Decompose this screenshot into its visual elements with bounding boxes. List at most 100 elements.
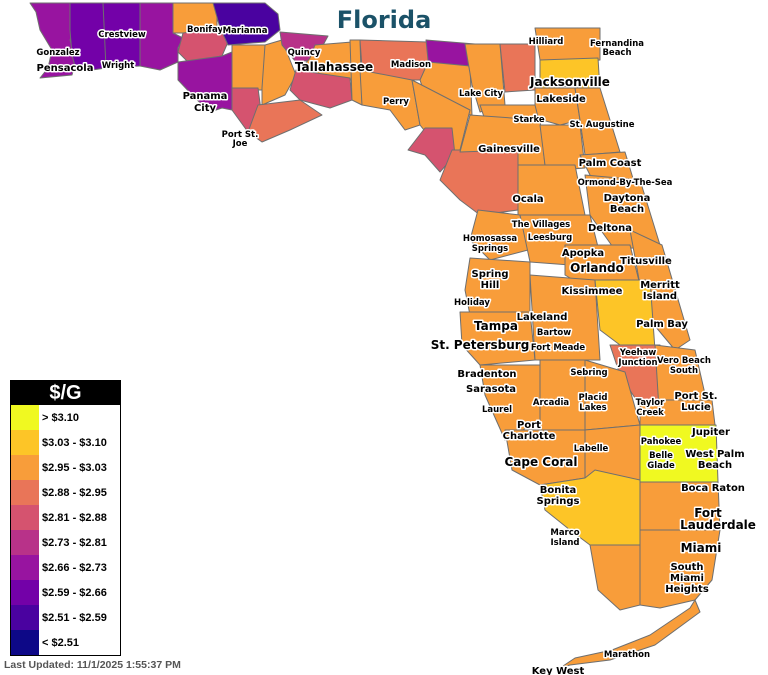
legend-swatch — [11, 405, 39, 430]
city-label: South — [670, 366, 698, 376]
legend-label: $2.66 - $2.73 — [42, 561, 107, 574]
city-label: Laurel — [482, 405, 512, 415]
city-label: Daytona — [604, 193, 651, 204]
city-label: Fernandina — [590, 39, 644, 49]
county-keys[interactable] — [559, 599, 701, 669]
county-layer — [29, 2, 721, 669]
city-label: Jacksonville — [529, 75, 610, 89]
city-label: Island — [643, 291, 677, 302]
city-label: St. Augustine — [570, 120, 635, 130]
city-label: Placid — [579, 393, 608, 403]
county-levy-west[interactable] — [407, 127, 456, 173]
county-polk[interactable] — [529, 274, 601, 361]
legend-label: $2.95 - $3.03 — [42, 461, 107, 474]
city-label: Merritt — [640, 280, 680, 291]
city-label: Beach — [610, 204, 644, 215]
county-franklin[interactable] — [247, 99, 323, 143]
city-label: Boca Raton — [681, 483, 745, 494]
city-label: Tallahassee — [295, 60, 373, 74]
city-label: Palm Coast — [579, 158, 642, 169]
city-label: Crestview — [98, 30, 146, 40]
city-label: Tampa — [474, 319, 518, 333]
city-label: Deltona — [588, 223, 632, 234]
legend-swatch — [11, 530, 39, 555]
city-label: Bradenton — [457, 369, 516, 380]
city-label: Labelle — [574, 444, 609, 454]
county-bay[interactable] — [177, 51, 233, 113]
county-pinellas-hillsborough[interactable] — [459, 311, 536, 366]
legend-label: $2.59 - $2.66 — [42, 586, 107, 599]
city-label: Ocala — [512, 194, 543, 205]
city-label: The Villages — [512, 220, 570, 230]
city-label: Kissimmee — [562, 286, 623, 297]
city-label: West Palm — [685, 449, 744, 460]
legend-item: $2.81 - $2.88 — [11, 505, 120, 530]
city-label: Leesburg — [528, 233, 572, 243]
city-label: Panama — [183, 91, 228, 102]
legend-swatch — [11, 455, 39, 480]
legend-label: $3.03 - $3.10 — [42, 436, 107, 449]
city-label: Orlando — [570, 261, 624, 275]
city-label: Port St. — [674, 391, 717, 402]
city-label: Marco — [550, 528, 579, 538]
city-label: St. Petersburg — [431, 338, 530, 352]
city-label: Port St. — [222, 130, 259, 140]
county-levy[interactable] — [439, 149, 519, 216]
legend-item: $2.88 - $2.95 — [11, 480, 120, 505]
legend-label: $2.88 - $2.95 — [42, 486, 107, 499]
city-label: Vero Beach — [657, 356, 711, 366]
legend-item: > $3.10 — [11, 405, 120, 430]
last-updated-timestamp: Last Updated: 11/1/2025 1:55:37 PM — [4, 659, 181, 671]
price-legend: $/G > $3.10 $3.03 - $3.10 $2.95 - $3.03 $2.… — [10, 380, 121, 656]
city-label: Gainesville — [478, 144, 540, 155]
city-label: Titusville — [620, 256, 672, 267]
city-label: Marathon — [604, 650, 650, 660]
city-label: Apopka — [562, 248, 604, 259]
county-wakulla[interactable] — [289, 69, 353, 109]
city-label: Lake City — [459, 89, 504, 99]
map-title: Florida — [337, 6, 432, 34]
city-label: Sebring — [570, 368, 607, 378]
city-label: Springs — [472, 244, 509, 254]
legend-label: $2.81 - $2.88 — [42, 511, 107, 524]
county-monroe-mainland[interactable] — [589, 544, 641, 611]
city-label: Quincy — [288, 48, 321, 58]
legend-swatch — [11, 430, 39, 455]
city-label: South — [670, 562, 703, 573]
city-label: Spring — [472, 269, 509, 280]
county-calhoun[interactable] — [231, 44, 266, 91]
city-label: Glade — [647, 461, 675, 471]
city-label: Fort Meade — [531, 343, 586, 353]
city-label: Madison — [391, 60, 431, 70]
legend-item: $2.66 - $2.73 — [11, 555, 120, 580]
city-label: Hilliard — [529, 37, 564, 47]
city-label: Charlotte — [503, 431, 556, 442]
legend-item: $2.59 - $2.66 — [11, 580, 120, 605]
city-label: Cape Coral — [505, 455, 578, 469]
county-marion[interactable] — [517, 164, 586, 221]
legend-swatch — [11, 580, 39, 605]
city-label: Taylor — [636, 398, 665, 408]
city-label: Pahokee — [641, 437, 682, 447]
city-label: Lucie — [681, 402, 711, 413]
legend-swatch — [11, 630, 39, 655]
city-label: Island — [550, 538, 579, 548]
city-label: Wright — [102, 61, 135, 71]
city-label: Lakeside — [536, 94, 586, 105]
legend-item: $2.95 - $3.03 — [11, 455, 120, 480]
legend-item: < $2.51 — [11, 630, 120, 655]
city-label: Bonita — [540, 485, 577, 496]
county-jackson[interactable] — [212, 2, 281, 46]
county-citrus[interactable] — [469, 209, 529, 261]
city-label: Port — [517, 420, 541, 431]
city-label: Marianna — [223, 26, 268, 36]
city-label: Bartow — [537, 328, 571, 338]
city-label: Miami — [670, 573, 704, 584]
legend-item: $3.03 - $3.10 — [11, 430, 120, 455]
city-label: Ormond-By-The-Sea — [578, 178, 673, 188]
city-label: Arcadia — [533, 398, 570, 408]
city-label: Belle — [649, 451, 673, 461]
legend-swatch — [11, 605, 39, 630]
legend-item: $2.73 - $2.81 — [11, 530, 120, 555]
